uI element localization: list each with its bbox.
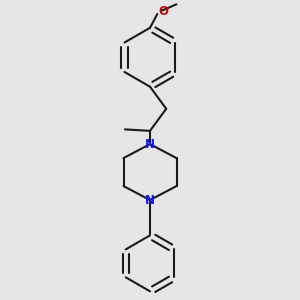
Text: O: O [159, 5, 169, 18]
Text: N: N [145, 194, 155, 207]
Text: N: N [145, 138, 155, 151]
